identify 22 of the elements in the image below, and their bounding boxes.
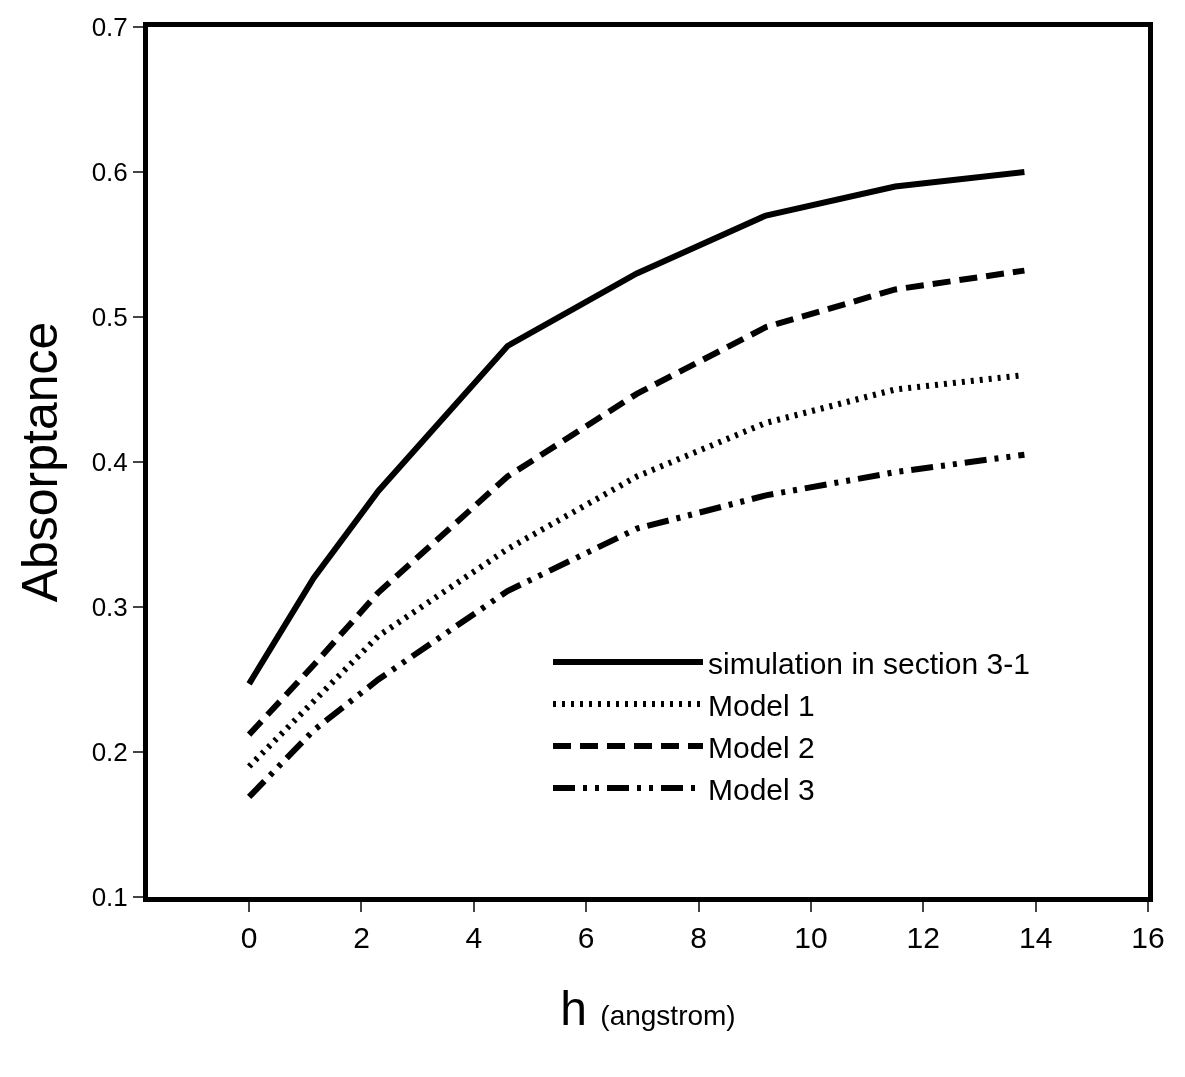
y-tick-label: 0.3	[91, 592, 128, 623]
legend-label: simulation in section 3-1	[708, 646, 1030, 680]
legend-label: Model 1	[708, 688, 815, 722]
x-tick-label: 2	[353, 921, 370, 954]
x-tick-label: 6	[577, 921, 595, 954]
x-tick-label: 4	[465, 921, 483, 954]
y-tick-label: 0.2	[91, 737, 128, 768]
x-tick-label: 10	[794, 921, 828, 954]
y-tick-label: 0.7	[91, 12, 128, 43]
x-tick-label: 16	[1131, 921, 1165, 954]
x-tick-label: 8	[690, 921, 707, 954]
x-tick-label: 0	[240, 921, 258, 954]
y-tick-label: 0.4	[91, 447, 128, 478]
x-tick-label: 12	[906, 921, 940, 954]
y-tick-label: 0.6	[91, 157, 128, 188]
x-tick-label: 14	[1018, 921, 1053, 954]
x-axis-title: h (angstrom)	[560, 982, 736, 1036]
y-axis-title: Absorptance	[11, 321, 68, 603]
legend-label: Model 3	[708, 772, 815, 806]
legend-label: Model 2	[708, 730, 815, 764]
y-tick-label: 0.1	[91, 882, 128, 913]
y-tick-label: 0.5	[91, 302, 128, 333]
